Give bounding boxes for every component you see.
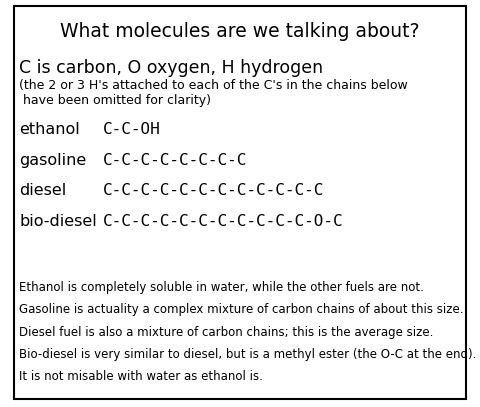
Text: Diesel fuel is also a mixture of carbon chains; this is the average size.: Diesel fuel is also a mixture of carbon … xyxy=(19,326,433,339)
Text: C-C-OH: C-C-OH xyxy=(103,122,161,137)
Text: diesel: diesel xyxy=(19,183,66,198)
Text: bio-diesel: bio-diesel xyxy=(19,214,97,229)
Text: C-C-C-C-C-C-C-C-C-C-C-O-C: C-C-C-C-C-C-C-C-C-C-C-O-C xyxy=(103,214,344,229)
Text: Gasoline is actuality a complex mixture of carbon chains of about this size.: Gasoline is actuality a complex mixture … xyxy=(19,303,464,316)
Text: ethanol: ethanol xyxy=(19,122,80,137)
Text: It is not misable with water as ethanol is.: It is not misable with water as ethanol … xyxy=(19,370,263,383)
Text: What molecules are we talking about?: What molecules are we talking about? xyxy=(60,22,420,42)
Text: C-C-C-C-C-C-C-C: C-C-C-C-C-C-C-C xyxy=(103,153,248,168)
Text: C is carbon, O oxygen, H hydrogen: C is carbon, O oxygen, H hydrogen xyxy=(19,59,324,77)
Text: C-C-C-C-C-C-C-C-C-C-C-C: C-C-C-C-C-C-C-C-C-C-C-C xyxy=(103,183,324,198)
Text: Ethanol is completely soluble in water, while the other fuels are not.: Ethanol is completely soluble in water, … xyxy=(19,281,424,294)
Text: gasoline: gasoline xyxy=(19,153,86,168)
Text: Bio-diesel is very similar to diesel, but is a methyl ester (the O-C at the end): Bio-diesel is very similar to diesel, bu… xyxy=(19,348,477,361)
Text: (the 2 or 3 H's attached to each of the C's in the chains below: (the 2 or 3 H's attached to each of the … xyxy=(19,79,408,92)
Text: have been omitted for clarity): have been omitted for clarity) xyxy=(19,94,211,107)
